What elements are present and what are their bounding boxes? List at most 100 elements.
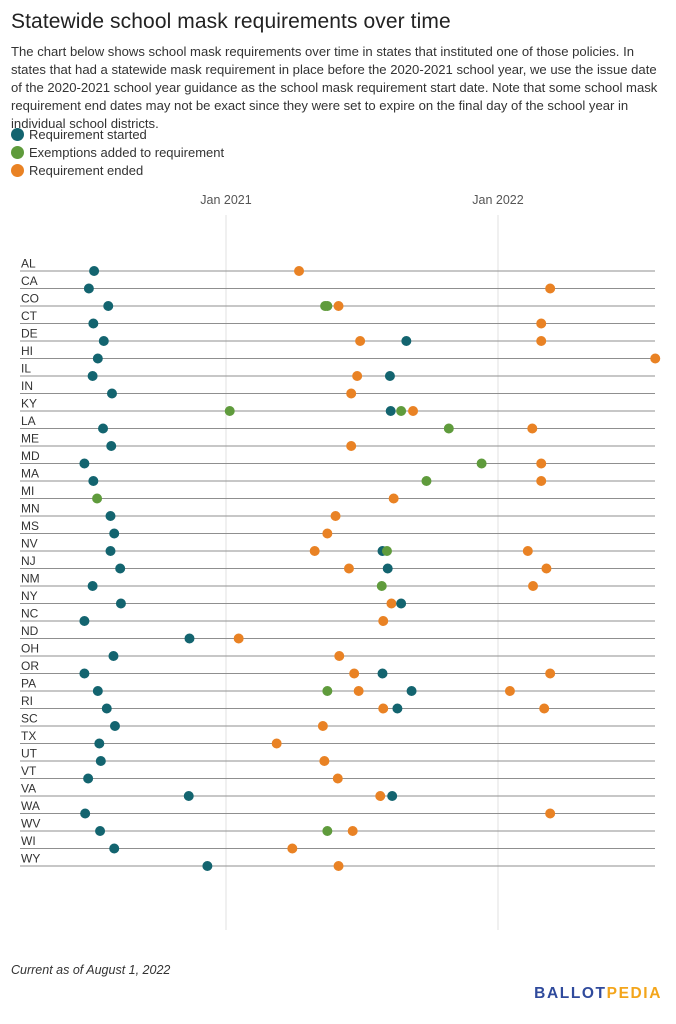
point-nj-start — [115, 563, 126, 574]
ballotpedia-logo: BALLOTPEDIA — [534, 985, 662, 1003]
point-co-start — [103, 301, 114, 311]
point-mn-start — [105, 511, 116, 521]
point-mi-end — [388, 493, 399, 504]
legend-label-start: Requirement started — [29, 126, 147, 142]
point-wi-start — [109, 843, 120, 854]
point-wa-end — [545, 808, 556, 819]
state-label: OR — [21, 659, 39, 673]
point-nj-end — [343, 563, 354, 574]
point-va-start — [183, 791, 194, 801]
chart-title: Statewide school mask requirements over … — [11, 10, 451, 33]
point-la-exempt — [443, 423, 454, 434]
point-il-end — [352, 371, 363, 381]
point-vt-start — [83, 773, 94, 784]
logo-ballot-text: BALLOT — [534, 985, 607, 1002]
point-or-end — [545, 668, 556, 679]
point-nm-end — [528, 581, 539, 591]
state-label: LA — [21, 414, 36, 428]
state-label: HI — [21, 344, 33, 358]
point-wv-end — [347, 826, 358, 836]
point-ms-end — [322, 528, 333, 539]
point-ky-end — [408, 406, 419, 416]
state-label: CO — [21, 292, 39, 306]
state-label: NJ — [21, 554, 36, 568]
legend-swatch-exempt — [11, 145, 24, 159]
point-mi-exempt — [92, 493, 103, 504]
point-ri-start — [101, 703, 112, 714]
point-de-end — [536, 336, 547, 346]
legend-item-end: Requirement ended — [11, 161, 224, 179]
legend-swatch-start — [11, 127, 24, 141]
point-nv-end — [309, 546, 320, 556]
point-pa-end — [504, 686, 515, 696]
state-label: CT — [21, 309, 38, 323]
point-ky-exempt — [396, 406, 407, 416]
legend-label-exempt: Exemptions added to requirement — [29, 144, 225, 160]
point-in-start — [106, 388, 117, 399]
point-ri-end — [539, 703, 550, 714]
point-hi-end — [650, 353, 661, 364]
legend-item-exempt: Exemptions added to requirement — [11, 143, 224, 161]
state-label: NC — [21, 607, 39, 621]
state-label: NV — [21, 537, 38, 551]
point-ma-end — [536, 476, 547, 486]
point-wi-end — [287, 843, 298, 854]
state-label: RI — [21, 694, 33, 708]
point-md-exempt — [476, 458, 487, 469]
x-tick-label: Jan 2021 — [200, 193, 251, 207]
point-pa-start — [406, 686, 417, 696]
point-ct-end — [536, 318, 547, 329]
point-ca-start — [83, 283, 94, 294]
point-nv-end — [522, 546, 533, 556]
state-label: DE — [21, 327, 38, 341]
point-ct-start — [88, 318, 99, 329]
legend-label-end: Requirement ended — [29, 162, 144, 178]
state-label: CA — [21, 274, 38, 288]
point-me-end — [346, 441, 357, 451]
point-pa-end — [353, 686, 364, 696]
footnote: Current as of August 1, 2022 — [11, 963, 171, 977]
point-in-end — [346, 388, 357, 399]
legend-swatch-end — [11, 163, 24, 177]
point-or-start — [377, 668, 388, 679]
legend-item-start: Requirement started — [11, 125, 224, 143]
point-ny-start — [115, 598, 126, 609]
point-me-start — [106, 441, 117, 451]
state-label: VT — [21, 764, 37, 778]
point-nd-end — [233, 633, 244, 644]
point-ca-end — [545, 283, 556, 294]
state-label: AL — [21, 257, 36, 271]
point-ny-start — [396, 598, 407, 609]
point-oh-end — [334, 651, 345, 661]
point-de-end — [355, 336, 366, 346]
point-il-start — [384, 371, 395, 381]
point-wv-start — [95, 826, 106, 836]
point-sc-start — [109, 721, 120, 731]
point-nd-start — [184, 633, 195, 644]
state-label: MN — [21, 502, 40, 516]
state-label: IL — [21, 362, 31, 376]
point-nm-start — [87, 581, 98, 591]
legend: Requirement started Exemptions added to … — [11, 125, 224, 179]
point-nc-start — [79, 616, 90, 626]
state-label: NM — [21, 572, 40, 586]
chart-subtitle: The chart below shows school mask requir… — [11, 44, 658, 131]
point-or-end — [349, 668, 360, 679]
point-va-start — [387, 791, 398, 801]
state-label: VA — [21, 782, 36, 796]
point-wy-end — [333, 861, 344, 871]
state-label: WY — [21, 852, 40, 866]
point-nv-exempt — [381, 546, 392, 556]
mask-timeline-chart: Jan 2021 Jan 2022 AL CA CO CT DE HI IL IN KY LA ME MD… — [20, 193, 661, 930]
state-label: OH — [21, 642, 39, 656]
point-vt-end — [332, 773, 343, 784]
point-ut-end — [319, 756, 330, 766]
point-tx-start — [94, 738, 105, 749]
point-ma-exempt — [421, 476, 432, 486]
point-va-end — [375, 791, 386, 801]
point-co-end — [333, 301, 344, 311]
point-la-end — [527, 423, 538, 434]
state-label: WA — [21, 799, 40, 813]
point-il-start — [87, 371, 98, 381]
state-label: MA — [21, 467, 39, 481]
